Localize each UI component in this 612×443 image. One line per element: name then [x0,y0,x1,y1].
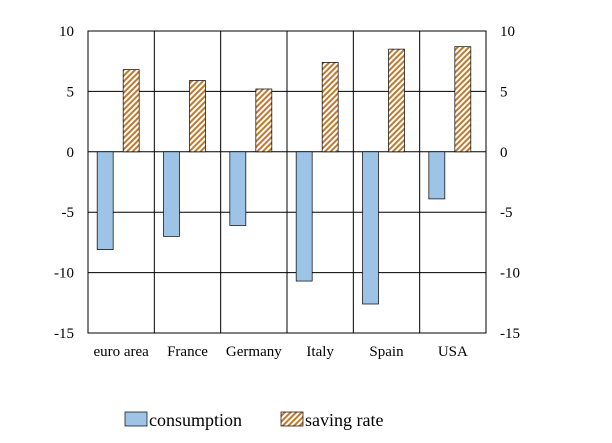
bar-saving-rate-4 [388,48,405,153]
y-tick-right: 10 [500,24,515,40]
x-tick-label: Spain [369,344,404,360]
legend: consumption saving rate [124,410,383,430]
y-tick-right: -5 [500,205,513,221]
y-tick-right: -10 [500,266,520,282]
bar-saving-rate-3 [321,62,339,153]
x-tick-label: USA [438,344,468,360]
bar-consumption-0 [96,151,114,250]
y-tick-left: -10 [54,266,74,282]
x-tick-label: France [167,344,208,360]
bar-consumption-2 [229,151,247,226]
x-tick-label: euro area [93,344,149,360]
legend-label-consumption: consumption [149,410,242,430]
x-tick-label: Germany [226,344,282,360]
legend-swatch-consumption [124,411,148,427]
y-tick-right: 0 [500,145,508,161]
y-tick-left: -5 [62,205,75,221]
y-tick-right: 5 [500,84,508,100]
bar-saving-rate-1 [189,80,206,153]
y-tick-left: 10 [59,24,74,40]
y-tick-right: -15 [500,326,520,342]
bar-consumption-1 [163,151,180,237]
bar-consumption-3 [295,151,313,282]
bar-consumption-5 [428,151,446,200]
legend-label-saving-rate: saving rate [305,410,383,430]
bar-saving-rate-5 [454,46,472,153]
x-tick-label: Italy [306,344,334,360]
legend-swatch-saving-rate [280,411,304,427]
y-tick-left: 0 [67,145,75,161]
y-tick-left: -15 [54,326,74,342]
bar-saving-rate-0 [122,69,140,153]
plot-area: 10 10 5 5 0 0 -5 -5 -10 -10 -15 -15 euro area France G… [54,24,520,360]
y-tick-left: 5 [67,84,75,100]
bar-consumption-4 [362,151,379,305]
bar-saving-rate-2 [255,88,273,153]
